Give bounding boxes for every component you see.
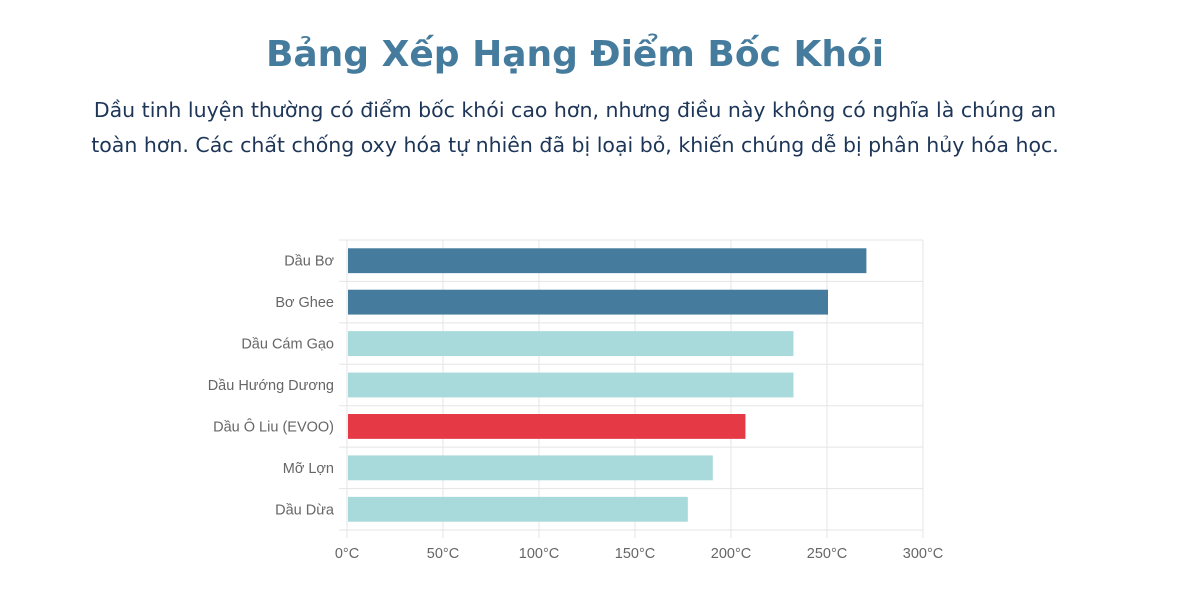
bar-layer — [348, 248, 867, 522]
category-label: Dầu Hướng Dương — [208, 378, 334, 394]
bar — [348, 248, 867, 274]
category-axis: Dầu Bơ Bơ Ghee Dầu Cám Gạo Dầu Hướng Dương D… — [208, 254, 335, 519]
x-tick-label: 100°C — [519, 546, 559, 562]
bar — [348, 455, 713, 481]
category-label: Dầu Cám Gạo — [241, 337, 334, 353]
x-tick-label: 300°C — [903, 546, 943, 562]
category-label: Dầu Bơ — [284, 254, 334, 270]
chart-title: Bảng Xếp Hạng Điểm Bốc Khói — [265, 34, 885, 75]
bar — [348, 289, 828, 315]
value-axis: 0°C 50°C 100°C 150°C 200°C 250°C 300°C — [335, 546, 943, 562]
x-tick-label: 0°C — [335, 546, 359, 562]
bar — [348, 414, 746, 439]
x-tick-label: 150°C — [615, 546, 655, 562]
bar — [348, 496, 688, 522]
category-label: Dầu Dừa — [275, 502, 335, 518]
bar — [348, 372, 794, 398]
category-label: Dầu Ô Liu (EVOO) — [213, 418, 334, 435]
category-label: Bơ Ghee — [275, 295, 334, 311]
x-tick-label: 200°C — [711, 546, 751, 562]
chart-subtitle: Dầu tinh luyện thường có điểm bốc khói c… — [91, 98, 1059, 157]
bar — [348, 331, 794, 356]
category-label: Mỡ Lợn — [283, 461, 334, 477]
x-tick-label: 250°C — [807, 546, 847, 562]
x-tick-label: 50°C — [427, 546, 459, 562]
